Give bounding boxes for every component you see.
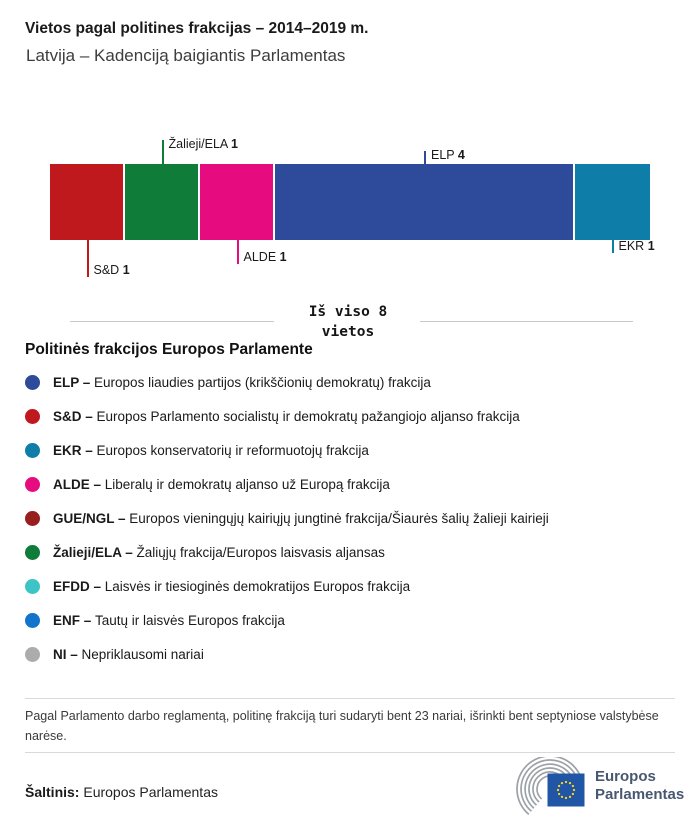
- bar-label-ekr: EKR 1: [618, 239, 655, 253]
- footnote: Pagal Parlamento darbo reglamentą, polit…: [25, 709, 659, 743]
- bar-label-alde: ALDE 1: [243, 250, 287, 264]
- bar-segment-elp: [275, 164, 575, 240]
- ep-logo-line2: Parlamentas: [595, 786, 685, 803]
- bar-segment-s-d: [50, 164, 125, 240]
- bar-label-tick-alde: [236, 240, 239, 264]
- legend-heading: Politinės frakcijos Europos Parlamente: [25, 341, 313, 358]
- legend-text: GUE/NGL – Europos vieningųjų kairiųjų ju…: [53, 510, 549, 526]
- total-divider-left: [70, 321, 274, 322]
- legend-dot-alieji-ela: [25, 544, 40, 560]
- legend-text: ALDE – Liberalų ir demokratų aljanso už …: [53, 476, 390, 492]
- total-divider-right: [420, 321, 633, 322]
- total-seats-line2: vietos: [321, 324, 375, 340]
- seats-bar-chart: S&D 1 Žalieji/ELA 1 ALDE 1 ELP 4 EKR 1: [0, 130, 700, 290]
- footnote-divider-top: [25, 698, 675, 699]
- legend-dot-s-d: [25, 408, 40, 424]
- legend-text: S&D – Europos Parlamento socialistų ir d…: [53, 408, 520, 424]
- bar-label-tick-alieji-ela: [161, 140, 164, 164]
- bar-segment-alde: [200, 164, 275, 240]
- bar-segment-ekr: [575, 164, 650, 240]
- ep-logo-text: Europos Parlamentas: [595, 768, 684, 805]
- legend-item-elp: ELP – Europos liaudies partijos (krikšči…: [25, 365, 687, 399]
- source-label: Šaltinis:: [25, 784, 80, 800]
- legend-text: Žalieji/ELA – Žaliųjų frakcija/Europos l…: [53, 544, 385, 560]
- legend-text: EFDD – Laisvės ir tiesioginės demokratij…: [53, 578, 411, 594]
- bar-label-tick-ekr: [611, 240, 614, 253]
- footnote-divider-bottom: [25, 752, 675, 753]
- legend-item-ni: NI – Nepriklausomi nariai: [25, 637, 687, 671]
- legend-dot-elp: [25, 374, 40, 390]
- source-text: Europos Parlamentas: [83, 784, 218, 800]
- legend-text: ELP – Europos liaudies partijos (krikšči…: [53, 374, 431, 390]
- page-title: Vietos pagal politines frakcijas – 2014–…: [25, 20, 369, 37]
- ep-logo: Europos Parlamentas: [512, 757, 684, 815]
- legend-dot-gue-ngl: [25, 510, 40, 526]
- legend-dot-ni: [25, 646, 40, 662]
- legend-text: ENF – Tautų ir laisvės Europos frakcija: [53, 612, 285, 628]
- legend-item-efdd: EFDD – Laisvės ir tiesioginės demokratij…: [25, 569, 687, 603]
- bar-label-tick-s-d: [86, 240, 89, 277]
- ep-hemicycle-icon: [516, 757, 585, 815]
- bar-label-tick-elp: [424, 151, 426, 164]
- legend-dot-efdd: [25, 578, 40, 594]
- legend-item-gue-ngl: GUE/NGL – Europos vieningųjų kairiųjų ju…: [25, 501, 687, 535]
- bar-segment-alieji-ela: [125, 164, 200, 240]
- total-seats-label: Iš viso 8 vietos: [278, 302, 418, 342]
- source-line: Šaltinis: Europos Parlamentas: [25, 784, 218, 800]
- legend-item-alde: ALDE – Liberalų ir demokratų aljanso už …: [25, 467, 687, 501]
- legend-item-alieji-ela: Žalieji/ELA – Žaliųjų frakcija/Europos l…: [25, 535, 687, 569]
- legend-text: NI – Nepriklausomi nariai: [53, 646, 204, 662]
- legend-item-s-d: S&D – Europos Parlamento socialistų ir d…: [25, 399, 687, 433]
- ep-logo-line1: Europos: [595, 767, 656, 785]
- total-seats-line1: Iš viso 8: [308, 304, 388, 320]
- legend-dot-ekr: [25, 442, 40, 458]
- legend-dot-alde: [25, 476, 40, 492]
- bar-label-alieji-ela: Žalieji/ELA 1: [168, 137, 238, 151]
- bar-label-s-d: S&D 1: [93, 263, 130, 277]
- legend-item-ekr: EKR – Europos konservatorių ir reformuot…: [25, 433, 687, 467]
- bar-label-elp: ELP 4: [431, 148, 465, 162]
- page-subtitle: Latvija – Kadenciją baigiantis Parlament…: [26, 46, 346, 65]
- legend-item-enf: ENF – Tautų ir laisvės Europos frakcija: [25, 603, 687, 637]
- legend-dot-enf: [25, 612, 40, 628]
- legend: ELP – Europos liaudies partijos (krikšči…: [25, 365, 687, 671]
- legend-text: EKR – Europos konservatorių ir reformuot…: [53, 442, 369, 458]
